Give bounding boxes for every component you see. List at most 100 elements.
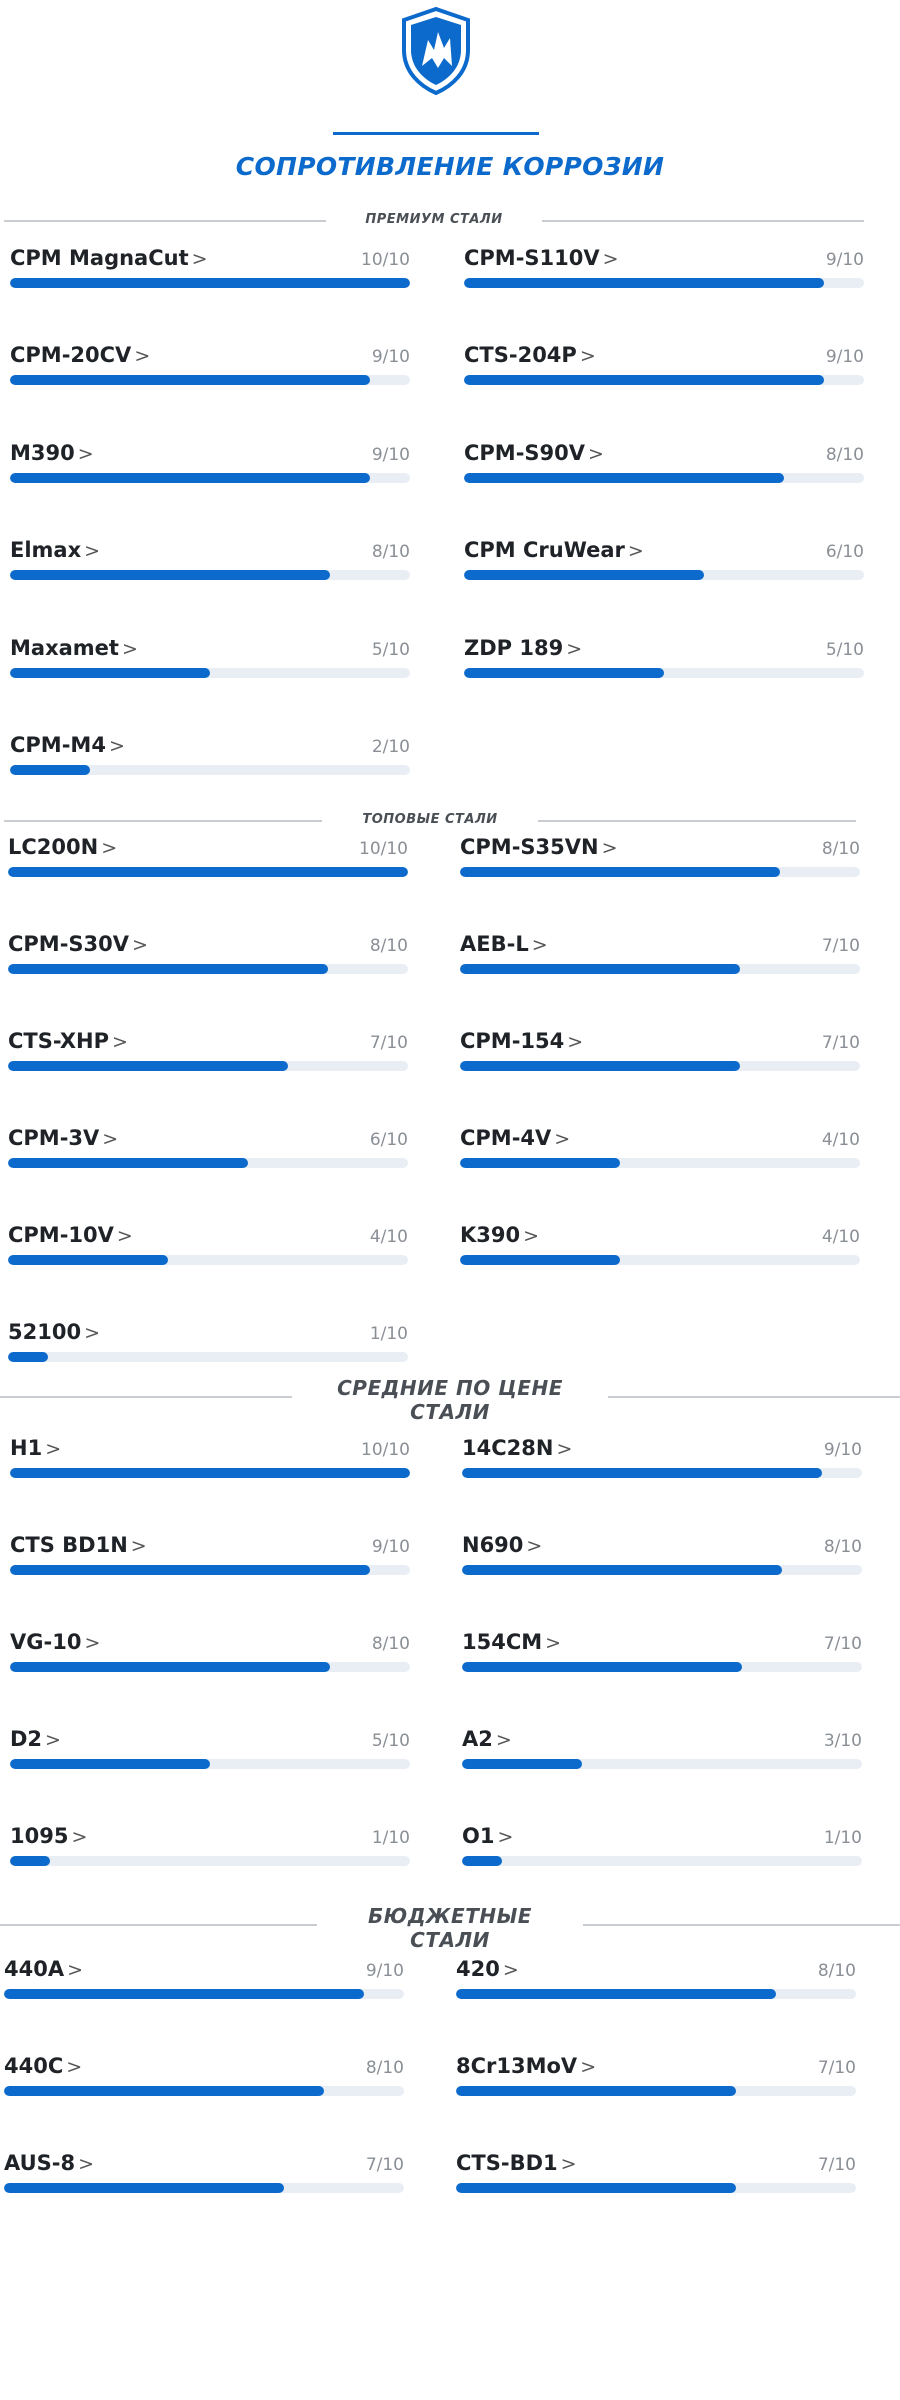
steel-name-link[interactable]: CPM-10V > <box>8 1223 133 1247</box>
steel-item[interactable]: CPM-4V >4/10 <box>460 1124 860 1184</box>
steel-name-link[interactable]: Maxamet > <box>10 636 138 660</box>
steel-name-link[interactable]: N690 > <box>462 1533 542 1557</box>
steel-name-link[interactable]: CTS-204P > <box>464 343 596 367</box>
chevron-right-icon: > <box>627 540 644 563</box>
chevron-right-icon: > <box>84 1632 101 1654</box>
steel-name-link[interactable]: CTS-BD1 > <box>456 2151 577 2175</box>
steel-item[interactable]: CPM-S110V >9/10 <box>464 244 864 304</box>
steel-item[interactable]: K390 >4/10 <box>460 1221 860 1281</box>
rating-bar-track <box>464 472 864 483</box>
steel-item[interactable]: H1 >10/10 <box>10 1434 410 1494</box>
steel-item[interactable]: AUS-8 >7/10 <box>4 2149 404 2209</box>
steel-name-link[interactable]: O1 > <box>462 1824 513 1848</box>
steel-item[interactable]: LC200N >10/10 <box>8 833 408 893</box>
steel-item[interactable]: CPM MagnaCut >10/10 <box>10 244 410 304</box>
steel-item[interactable]: 440A >9/10 <box>4 1955 404 2015</box>
rating-bar-fill <box>4 2086 324 2096</box>
rating-bar-track <box>10 1565 410 1575</box>
steel-name-link[interactable]: CPM-S110V > <box>464 246 619 270</box>
rating-bar-track <box>460 1255 860 1265</box>
rating-bar-track <box>4 2183 404 2193</box>
steel-name-link[interactable]: K390 > <box>460 1223 539 1247</box>
steel-name-link[interactable]: M390 > <box>10 441 94 465</box>
steel-item[interactable]: 14C28N >9/10 <box>462 1434 862 1494</box>
steel-item[interactable]: 154CM >7/10 <box>462 1628 862 1688</box>
steel-name-link[interactable]: CTS BD1N > <box>10 1533 147 1557</box>
steel-item[interactable]: 440C >8/10 <box>4 2052 404 2112</box>
steel-item[interactable]: CTS-204P >9/10 <box>464 341 864 401</box>
steel-name-link[interactable]: Elmax > <box>10 538 100 562</box>
steel-item[interactable]: VG-10 >8/10 <box>10 1628 410 1688</box>
steel-item[interactable]: CPM-154 >7/10 <box>460 1027 860 1087</box>
steel-name-link[interactable]: AEB-L > <box>460 932 548 956</box>
steel-item[interactable]: CPM-S35VN >8/10 <box>460 833 860 893</box>
steel-name: CPM-10V <box>8 1223 114 1247</box>
steel-name-link[interactable]: 154CM > <box>462 1630 561 1654</box>
steel-item[interactable]: CPM-S30V >8/10 <box>8 930 408 990</box>
steel-item[interactable]: Elmax >8/10 <box>10 536 410 596</box>
steel-name-link[interactable]: 420 > <box>456 1957 519 1981</box>
steel-name-link[interactable]: 1095 > <box>10 1824 87 1848</box>
steel-item[interactable]: 8Cr13MoV >7/10 <box>456 2052 856 2112</box>
steel-name-link[interactable]: 14C28N > <box>462 1436 572 1460</box>
steel-name-link[interactable]: CPM-S35VN > <box>460 835 618 859</box>
steel-name-link[interactable]: CPM-4V > <box>460 1126 570 1150</box>
steel-item[interactable]: CPM-3V >6/10 <box>8 1124 408 1184</box>
steel-item[interactable]: CPM CruWear > 6/10 <box>464 536 864 596</box>
steel-name-link[interactable]: 8Cr13MoV > <box>456 2054 596 2078</box>
steel-item[interactable]: A2 >3/10 <box>462 1725 862 1785</box>
steel-name-link[interactable]: H1 > <box>10 1436 61 1460</box>
steel-name-link[interactable]: A2 > <box>462 1727 512 1751</box>
steel-name-link[interactable]: 440A > <box>4 1957 83 1981</box>
chevron-right-icon: > <box>554 1128 571 1150</box>
steel-name: 440C <box>4 2054 64 2078</box>
steel-item[interactable]: 1095 >1/10 <box>10 1822 410 1882</box>
steel-name: CPM-S90V <box>464 440 586 465</box>
steel-item[interactable]: O1 > 1/10 <box>462 1822 862 1882</box>
steel-name-link[interactable]: CPM-S90V > <box>464 441 604 465</box>
chevron-right-icon: > <box>71 1826 88 1848</box>
steel-item[interactable]: 52100 > 1/10 <box>8 1318 408 1378</box>
steel-name-link[interactable]: D2 > <box>10 1727 61 1751</box>
steel-item[interactable]: D2 >5/10 <box>10 1725 410 1785</box>
steel-item[interactable]: AEB-L >7/10 <box>460 930 860 990</box>
steel-name-link[interactable]: 52100 > <box>8 1320 100 1344</box>
steel-item[interactable]: ZDP 189 >5/10 <box>464 634 864 694</box>
steel-item[interactable]: CPM-S90V >8/10 <box>464 439 864 499</box>
steel-name-link[interactable]: CPM-20CV > <box>10 343 150 367</box>
steel-name-link[interactable]: CPM CruWear > <box>464 538 644 562</box>
steel-name-link[interactable]: 440C > <box>4 2054 82 2078</box>
steel-item[interactable]: CPM-20CV >9/10 <box>10 341 410 401</box>
steel-name: 8Cr13MoV <box>456 2054 578 2078</box>
steel-item[interactable]: M390 >9/10 <box>10 439 410 499</box>
steel-item[interactable]: CPM-10V >4/10 <box>8 1221 408 1281</box>
steel-item[interactable]: CPM-M4 >2/10 <box>10 731 410 791</box>
rating-bar-fill <box>4 1989 364 1999</box>
steel-rating: 6/10 <box>825 542 864 563</box>
steel-name: CTS-BD1 <box>456 2151 558 2175</box>
steel-item[interactable]: N690 >8/10 <box>462 1531 862 1591</box>
rating-bar-fill <box>10 375 370 386</box>
rating-bar-fill <box>8 1255 168 1265</box>
steel-item[interactable]: CTS BD1N >9/10 <box>10 1531 410 1591</box>
steel-rating: 1/10 <box>369 1324 408 1344</box>
steel-name-link[interactable]: AUS-8 > <box>4 2151 94 2175</box>
chevron-right-icon: > <box>66 2056 83 2078</box>
steel-item[interactable]: 420 >8/10 <box>456 1955 856 2015</box>
rating-bar-fill <box>456 1989 776 1999</box>
steel-name-link[interactable]: LC200N > <box>8 835 117 859</box>
chevron-right-icon: > <box>45 1438 62 1460</box>
steel-name-link[interactable]: VG-10 > <box>10 1630 100 1654</box>
steel-name-link[interactable]: ZDP 189 > <box>464 636 582 660</box>
steel-item[interactable]: CTS-BD1 >7/10 <box>456 2149 856 2209</box>
steel-name: D2 <box>10 1727 43 1751</box>
steel-name-link[interactable]: CPM MagnaCut > <box>10 246 208 270</box>
steel-name-link[interactable]: CPM-3V > <box>8 1126 118 1150</box>
steel-name-link[interactable]: CPM-M4 > <box>10 733 125 757</box>
steel-name-link[interactable]: CTS-XHP > <box>8 1029 128 1053</box>
steel-name-link[interactable]: CPM-154 > <box>460 1029 583 1053</box>
steel-item[interactable]: CTS-XHP >7/10 <box>8 1027 408 1087</box>
steel-name-link[interactable]: CPM-S30V > <box>8 932 148 956</box>
steel-item[interactable]: Maxamet >5/10 <box>10 634 410 694</box>
steel-rating: 1/10 <box>823 1828 862 1848</box>
